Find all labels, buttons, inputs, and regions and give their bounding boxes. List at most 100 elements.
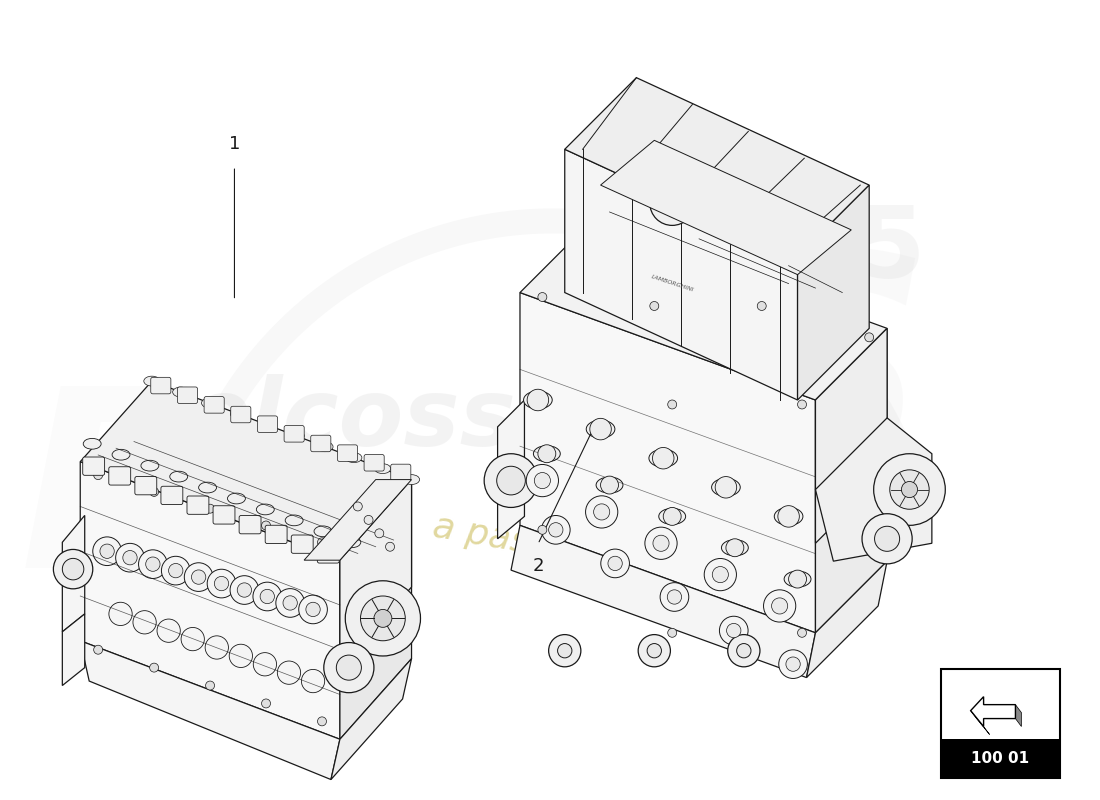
Ellipse shape [774,507,803,526]
Ellipse shape [230,409,246,419]
Circle shape [299,595,328,624]
Ellipse shape [586,420,615,438]
Circle shape [182,627,205,650]
Circle shape [139,550,167,578]
Text: elcosseries: elcosseries [187,374,780,466]
Polygon shape [815,418,932,561]
Circle shape [737,643,751,658]
Circle shape [207,570,235,598]
Polygon shape [63,515,85,632]
Polygon shape [1015,705,1022,726]
FancyBboxPatch shape [317,545,339,563]
Circle shape [719,616,748,645]
Circle shape [757,302,767,310]
Polygon shape [80,381,411,560]
Polygon shape [520,293,815,633]
Circle shape [645,527,678,559]
Circle shape [277,661,300,684]
FancyBboxPatch shape [161,486,183,505]
Ellipse shape [404,474,419,485]
Circle shape [890,470,930,510]
Circle shape [549,634,581,667]
Circle shape [345,581,420,656]
Ellipse shape [112,450,130,460]
Circle shape [526,465,559,497]
Text: 100 01: 100 01 [971,751,1030,766]
Circle shape [647,643,661,658]
Ellipse shape [649,450,678,467]
Circle shape [638,634,670,667]
Circle shape [386,542,395,551]
Circle shape [94,470,102,479]
Polygon shape [331,658,411,779]
Polygon shape [304,479,411,560]
Text: 085: 085 [717,202,926,299]
Circle shape [205,636,229,659]
Circle shape [668,400,676,409]
Polygon shape [798,185,869,400]
Circle shape [650,181,694,226]
Ellipse shape [375,464,390,474]
Circle shape [594,504,609,520]
Circle shape [214,576,229,590]
FancyBboxPatch shape [231,406,251,422]
Ellipse shape [784,571,811,587]
FancyBboxPatch shape [213,506,235,524]
Ellipse shape [317,442,333,452]
Polygon shape [970,697,1015,726]
FancyBboxPatch shape [187,496,209,514]
Circle shape [168,563,183,578]
Circle shape [715,477,737,498]
Ellipse shape [722,540,748,556]
Circle shape [157,619,180,642]
FancyBboxPatch shape [257,416,277,433]
Circle shape [535,473,550,489]
Circle shape [663,507,681,526]
Circle shape [123,550,138,565]
Circle shape [353,502,362,511]
Circle shape [374,610,392,627]
FancyBboxPatch shape [265,526,287,543]
Circle shape [862,514,912,564]
Ellipse shape [534,446,560,462]
FancyBboxPatch shape [338,445,358,462]
Circle shape [253,653,276,676]
Circle shape [608,556,623,570]
Circle shape [668,590,682,604]
Circle shape [145,557,160,571]
Circle shape [704,558,736,590]
Polygon shape [815,328,887,543]
Circle shape [206,681,214,690]
Text: a passion for...: a passion for... [430,510,695,589]
FancyBboxPatch shape [364,454,384,471]
Polygon shape [80,641,340,779]
FancyBboxPatch shape [151,378,170,394]
Circle shape [484,454,538,507]
Circle shape [94,646,102,654]
Circle shape [798,628,806,638]
Circle shape [191,570,206,584]
Circle shape [778,506,800,527]
Circle shape [238,583,252,597]
Circle shape [585,496,618,528]
FancyBboxPatch shape [82,457,104,475]
Circle shape [283,596,297,610]
Circle shape [318,717,327,726]
Circle shape [230,576,258,604]
FancyBboxPatch shape [284,426,305,442]
Circle shape [229,644,253,667]
Circle shape [538,445,556,462]
Circle shape [538,526,547,534]
Ellipse shape [596,477,623,493]
Polygon shape [340,479,411,668]
Circle shape [590,418,612,440]
Circle shape [873,454,945,526]
Ellipse shape [260,420,275,430]
Ellipse shape [144,376,159,386]
Circle shape [150,487,158,496]
Text: 1: 1 [229,135,240,154]
Circle shape [650,302,659,310]
Circle shape [185,562,213,591]
Circle shape [318,538,327,546]
Ellipse shape [285,515,304,526]
